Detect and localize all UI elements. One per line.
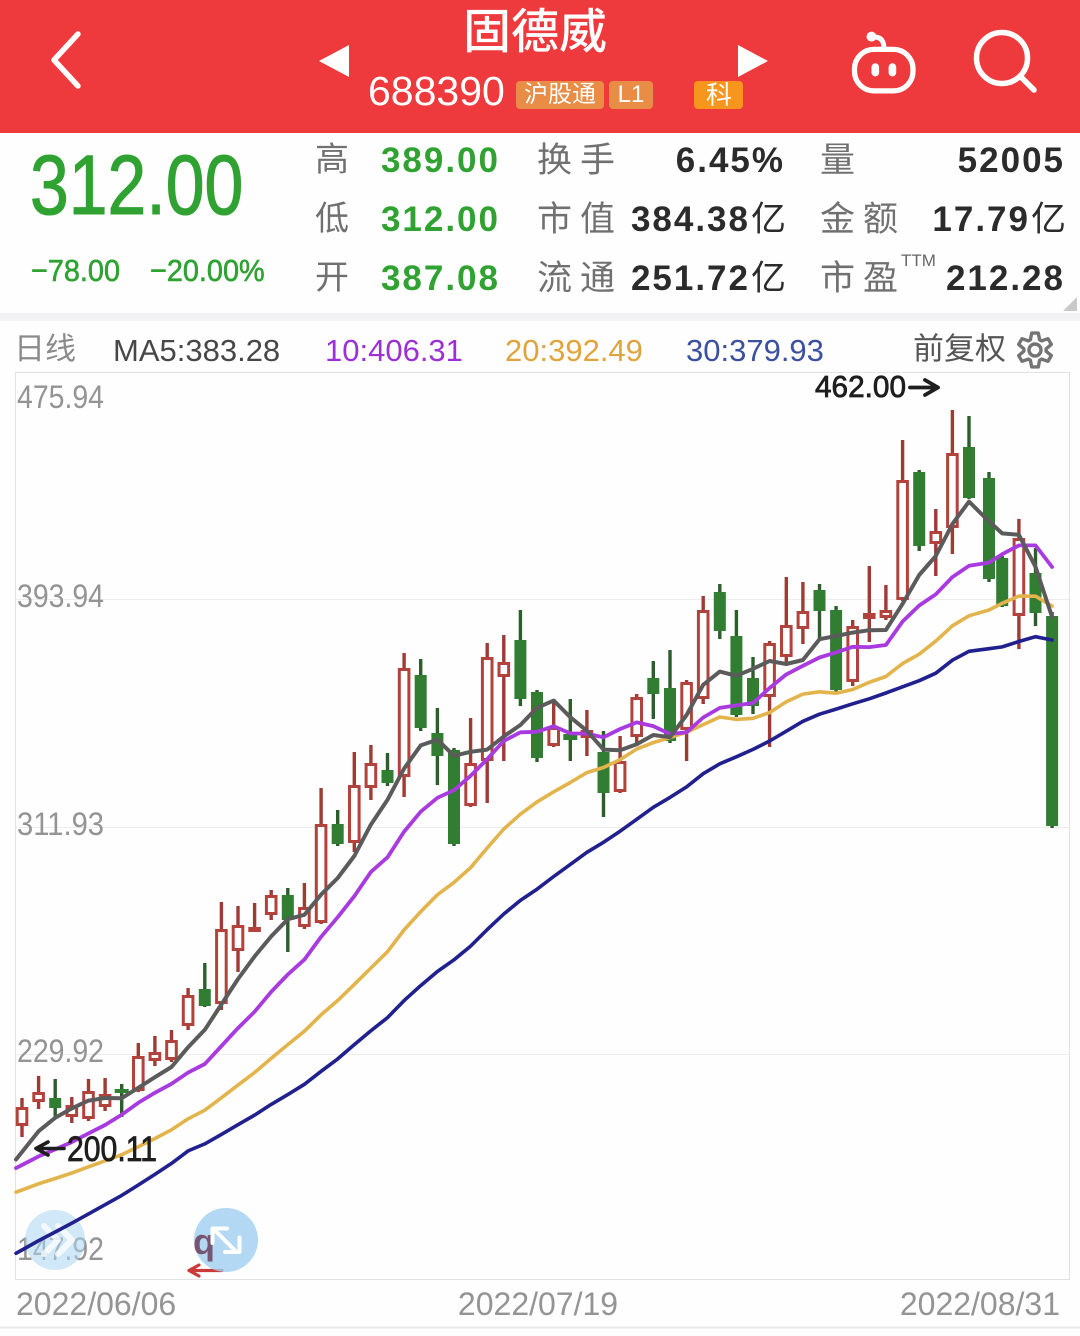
svg-text:311.93: 311.93 (17, 806, 104, 842)
svg-text:2022/06/06: 2022/06/06 (16, 1286, 176, 1322)
svg-text:200.11: 200.11 (67, 1130, 157, 1169)
svg-text:2022/08/31: 2022/08/31 (900, 1286, 1060, 1322)
svg-text:229.92: 229.92 (17, 1033, 104, 1069)
svg-text:462.00: 462.00 (815, 369, 906, 404)
svg-text:475.94: 475.94 (17, 379, 104, 415)
svg-text:393.94: 393.94 (17, 578, 104, 614)
svg-text:2022/07/19: 2022/07/19 (458, 1286, 618, 1322)
svg-text:q: q (193, 1221, 215, 1262)
